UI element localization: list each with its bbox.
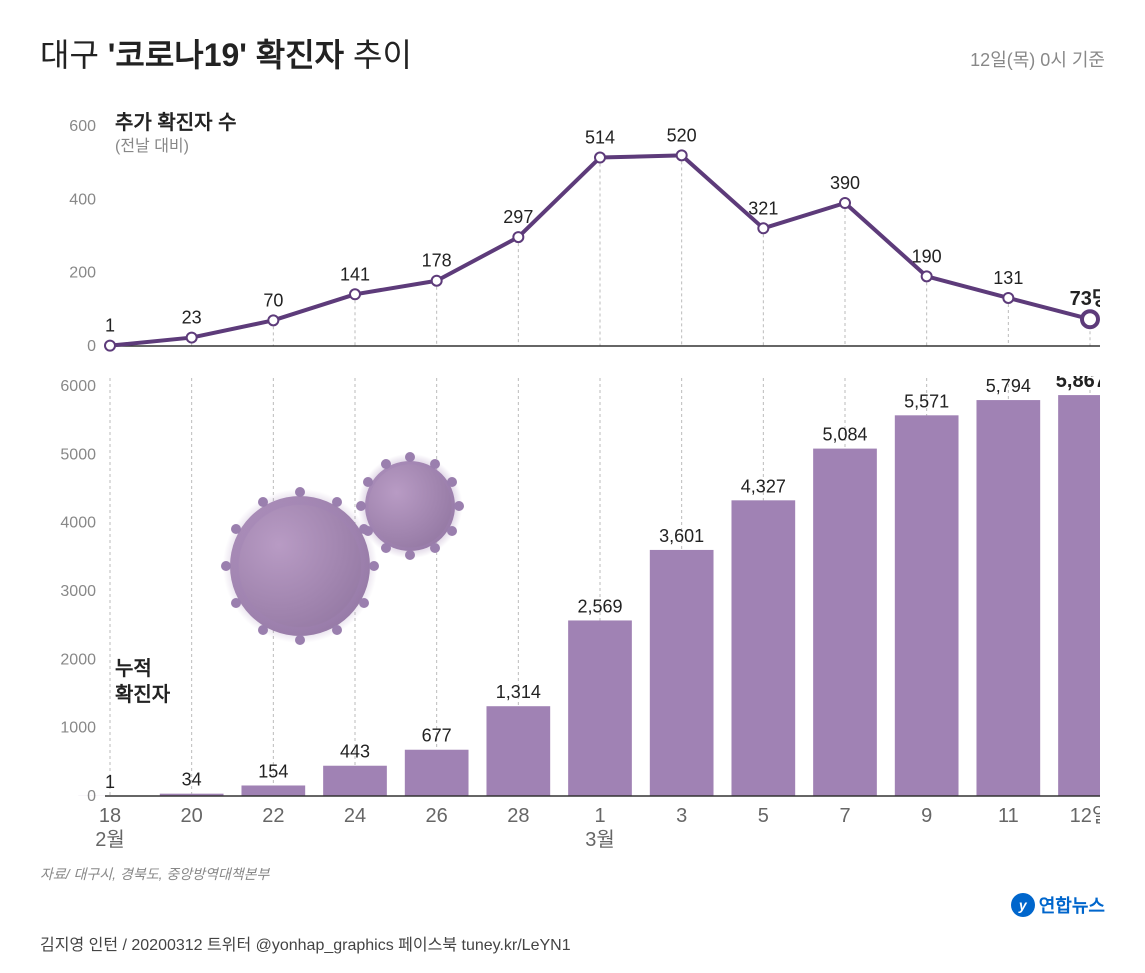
title-prefix: 대구: [40, 37, 108, 73]
svg-text:2,569: 2,569: [577, 596, 622, 616]
svg-text:5,794: 5,794: [986, 376, 1031, 396]
svg-text:3,601: 3,601: [659, 526, 704, 546]
line-chart: 추가 확진자 수 (전날 대비) 0 200 400 600 1 23 70 141 178 29…: [40, 106, 1100, 366]
svg-text:297: 297: [503, 207, 533, 227]
svg-text:514: 514: [585, 128, 615, 148]
svg-text:5,867명: 5,867명: [1056, 376, 1100, 392]
bar-chart-svg: 0 1000 2000 3000 4000 5000 6000 1 34 154 443 677 1,3…: [40, 376, 1100, 856]
logo-text: 연합뉴스: [1039, 892, 1105, 918]
footer-credit: 김지영 인턴 / 20200312 트위터 @yonhap_graphics 페…: [40, 931, 571, 955]
svg-text:0: 0: [87, 788, 96, 805]
svg-text:1: 1: [105, 316, 115, 336]
svg-text:23: 23: [182, 308, 202, 328]
chart-area: 추가 확진자 수 (전날 대비) 02004006001237014117829…: [40, 106, 1100, 886]
svg-text:3000: 3000: [60, 583, 96, 600]
svg-text:20: 20: [181, 805, 203, 827]
svg-text:5,084: 5,084: [822, 425, 867, 445]
title-main: '코로나19' 확진자: [108, 37, 344, 73]
page-title: 대구 '코로나19' 확진자 추이: [40, 30, 412, 76]
logo: y 연합뉴스: [1011, 892, 1105, 918]
bar-chart-label: 누적 확진자: [115, 656, 170, 708]
bar-chart: 누적 확진자 0 1000 2000 3000 4000 5000 6000 1 34 154 44…: [40, 376, 1100, 856]
svg-text:5: 5: [758, 805, 769, 827]
svg-text:5,571: 5,571: [904, 391, 949, 411]
svg-text:131: 131: [993, 268, 1023, 288]
date-note: 12일(목) 0시 기준: [970, 46, 1105, 72]
line-chart-sublabel: (전날 대비): [115, 132, 189, 156]
svg-text:1000: 1000: [60, 720, 96, 737]
source-text: 자료/ 대구시, 경북도, 중앙방역대책본부: [40, 864, 1100, 884]
svg-text:22: 22: [262, 805, 284, 827]
svg-text:141: 141: [340, 264, 370, 284]
svg-text:24: 24: [344, 805, 366, 827]
title-suffix: 추이: [344, 37, 412, 73]
logo-icon: y: [1011, 893, 1035, 917]
svg-text:26: 26: [426, 805, 448, 827]
svg-text:3: 3: [676, 805, 687, 827]
svg-text:18: 18: [99, 805, 121, 827]
svg-text:70: 70: [263, 290, 283, 310]
svg-text:1: 1: [594, 805, 605, 827]
line-chart-svg: 0 200 400 600 1 23 70 141 178 297 514 520 321 390 190 1…: [40, 106, 1100, 366]
svg-text:4,327: 4,327: [741, 476, 786, 496]
svg-text:12일: 12일: [1070, 804, 1100, 827]
svg-text:400: 400: [69, 191, 96, 208]
svg-text:600: 600: [69, 118, 96, 135]
svg-text:6000: 6000: [60, 378, 96, 395]
svg-text:190: 190: [912, 246, 942, 266]
svg-text:4000: 4000: [60, 515, 96, 532]
svg-text:3월: 3월: [585, 828, 615, 851]
svg-text:34: 34: [182, 770, 202, 790]
svg-text:2000: 2000: [60, 651, 96, 668]
svg-text:154: 154: [258, 761, 288, 781]
svg-text:520: 520: [667, 125, 697, 145]
svg-text:1,314: 1,314: [496, 682, 541, 702]
svg-text:9: 9: [921, 805, 932, 827]
svg-text:5000: 5000: [60, 446, 96, 463]
svg-text:0: 0: [87, 338, 96, 355]
svg-text:443: 443: [340, 742, 370, 762]
svg-text:73명: 73명: [1070, 287, 1100, 310]
svg-text:7: 7: [839, 805, 850, 827]
svg-text:28: 28: [507, 805, 529, 827]
svg-text:321: 321: [748, 198, 778, 218]
svg-text:200: 200: [69, 265, 96, 282]
svg-text:2월: 2월: [95, 828, 125, 851]
svg-text:677: 677: [422, 726, 452, 746]
svg-text:1: 1: [105, 772, 115, 792]
svg-text:178: 178: [422, 251, 452, 271]
svg-text:11: 11: [998, 805, 1019, 827]
line-chart-label: 추가 확진자 수: [115, 106, 237, 135]
header: 대구 '코로나19' 확진자 추이 12일(목) 0시 기준: [40, 30, 1105, 76]
svg-text:390: 390: [830, 173, 860, 193]
